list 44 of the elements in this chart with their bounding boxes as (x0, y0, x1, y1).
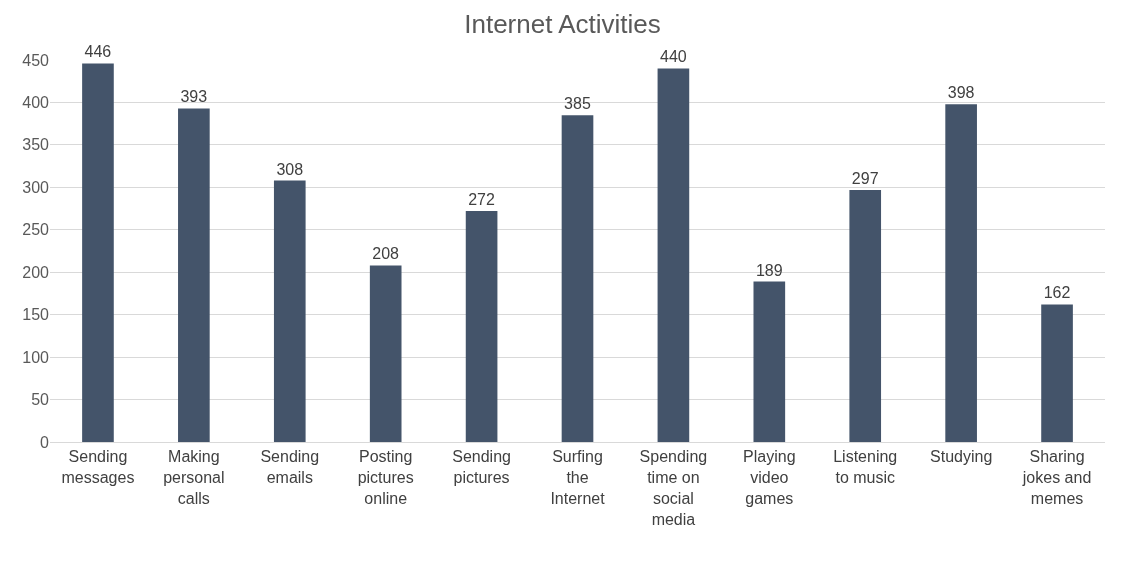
x-tick-label: Spending time on social media (639, 448, 708, 528)
data-label: 385 (564, 95, 591, 113)
bar (753, 281, 786, 442)
y-tick-label: 450 (22, 51, 50, 69)
chart-title: Internet Activities (464, 8, 661, 39)
x-tick-label: Posting pictures online (357, 448, 414, 507)
x-tick-label: Listening to music (833, 448, 898, 486)
y-tick-label: 50 (31, 391, 50, 409)
data-label: 189 (755, 261, 783, 279)
x-tick-label: Sending pictures (452, 448, 511, 486)
y-tick-label: 100 (22, 348, 50, 366)
x-tick-label: Sending emails (260, 448, 320, 486)
y-tick-label: 300 (22, 178, 50, 196)
bar (369, 265, 402, 442)
data-label: 297 (851, 169, 879, 187)
data-label: 208 (372, 245, 400, 263)
bar (849, 189, 882, 442)
data-label: 308 (276, 160, 304, 178)
data-label: 398 (947, 84, 975, 102)
data-label: 272 (468, 191, 495, 209)
bar (657, 68, 690, 442)
x-tick-label: Studying (930, 448, 993, 466)
data-label: 393 (180, 88, 208, 106)
y-tick-label: 350 (22, 136, 50, 154)
x-tick-label: Playing video games (743, 448, 796, 507)
bar (465, 211, 498, 442)
bar (178, 108, 210, 442)
x-tick-label: Sharing jokes and memes (1021, 448, 1092, 507)
bar (273, 180, 306, 442)
y-tick-label: 250 (22, 221, 50, 239)
x-tick-label: Surfing the Internet (550, 448, 606, 507)
data-label: 446 (84, 43, 112, 61)
bar (82, 63, 114, 442)
y-tick-label: 150 (22, 306, 50, 324)
data-label: 440 (660, 48, 687, 66)
y-tick-label: 200 (22, 263, 50, 281)
data-label: 162 (1043, 284, 1071, 302)
bar (945, 104, 977, 442)
y-tick-label: 400 (22, 94, 50, 112)
x-tick-label: Sending messages (61, 448, 135, 486)
bar (561, 115, 594, 442)
x-tick-label: Making personal calls (163, 448, 225, 507)
y-tick-label: 0 (40, 433, 50, 451)
bar (1041, 304, 1073, 442)
